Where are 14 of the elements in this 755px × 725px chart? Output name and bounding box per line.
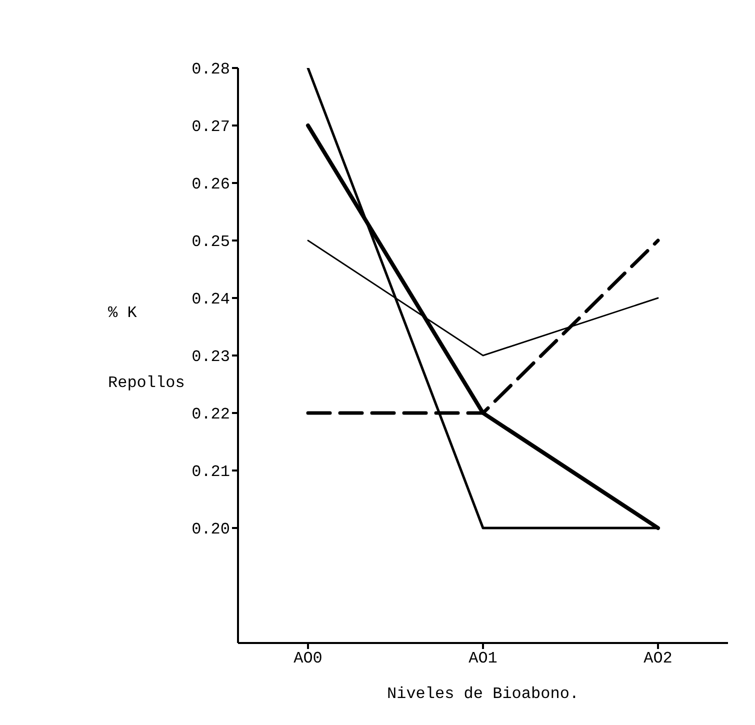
y-tick-label: 0.21 — [192, 463, 230, 482]
y-tick-label: 0.24 — [192, 290, 230, 309]
y-tick-label: 0.20 — [192, 520, 230, 539]
y-tick-label: 0.27 — [192, 118, 230, 136]
text: % K Repollos — [108, 304, 185, 392]
x-tick-label: AO0 — [294, 649, 322, 668]
x-axis-title: Niveles de Bioabono. — [386, 685, 580, 703]
y-tick-label: 0.28 — [192, 60, 230, 79]
y-tick-label: 0.26 — [192, 176, 230, 194]
y-tick-label: 0.25 — [192, 233, 230, 252]
y-tick-label: 0.22 — [192, 406, 230, 424]
x-tick-label: AO2 — [644, 649, 672, 668]
y-tick-label: 0.23 — [192, 348, 230, 366]
x-tick-label: AO1 — [468, 649, 498, 668]
